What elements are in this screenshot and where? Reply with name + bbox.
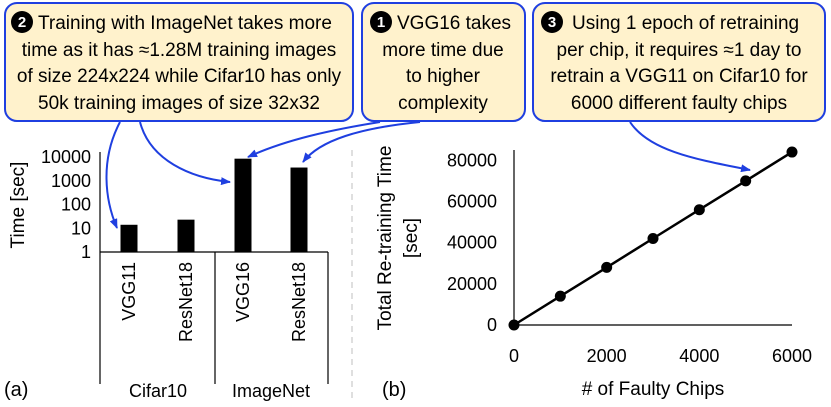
arrow-callout-3-line — [629, 121, 751, 173]
callout-3-line-3: retrain a VGG11 on Cifar10 for — [550, 66, 808, 87]
line-y-axis-title-1: Total Re-training Time — [375, 146, 396, 331]
bar-category-labels: VGG11 ResNet18 VGG16 ResNet18 — [119, 262, 309, 342]
panel-b-line-chart: 0 20000 40000 60000 80000 0 2000 4000 6000 Tota… — [375, 146, 812, 400]
bar-y-tick-label: 10 — [71, 218, 91, 238]
line-series — [508, 146, 798, 331]
line-x-tick-label: 4000 — [679, 346, 719, 366]
arrow-callout-1-resnet18 — [302, 121, 421, 163]
arrow-callout-2-cifar — [105, 121, 121, 229]
callout-1-line-4: complexity — [398, 93, 488, 114]
line-x-tick-label: 2000 — [587, 346, 627, 366]
line-y-tick-label: 80000 — [447, 150, 497, 170]
line-point-3 — [601, 261, 613, 273]
line-point-5 — [693, 204, 705, 216]
bar-y-tick-label: 1 — [81, 242, 91, 262]
bar-y-tick-label: 1000 — [51, 171, 91, 191]
group-label-cifar10: Cifar10 — [129, 381, 187, 401]
line-y-tick-label: 20000 — [447, 274, 497, 294]
panel-a-label: (a) — [4, 379, 28, 401]
callout-3-badge — [541, 11, 563, 33]
callout-3-number: 3 — [548, 14, 556, 31]
line-y-tick-label: 40000 — [447, 233, 497, 253]
callout-3-box — [532, 2, 826, 122]
bar-1 — [120, 224, 138, 252]
callout-2-line-3: of size 224x224 while Cifar10 has only — [17, 66, 342, 87]
callout-1-line-3: to higher — [406, 66, 481, 87]
line-point-6 — [740, 175, 752, 187]
callout-2-box — [4, 2, 354, 122]
callout-2-line-4: 50k training images of size 32x32 — [38, 93, 320, 114]
line-y-tick-label: 60000 — [447, 191, 497, 211]
bar-2 — [177, 219, 195, 252]
line-y-axis-title-2: [sec] — [401, 218, 422, 258]
callout-2-badge — [11, 11, 33, 33]
callout-2-line-1: Training with ImageNet takes more — [38, 13, 332, 34]
line-x-ticks: 0 2000 4000 6000 — [509, 346, 812, 366]
bar-y-axis-title: Time [sec] — [8, 162, 29, 249]
callout-1-line-2: more time due — [382, 40, 503, 61]
bar-3 — [234, 158, 252, 252]
callout-3: 3 Using 1 epoch of retraining per chip, … — [532, 2, 826, 122]
line-y-tick-label: 0 — [487, 315, 497, 335]
bar-category-label: VGG16 — [233, 262, 253, 322]
line-y-ticks: 0 20000 40000 60000 80000 — [447, 150, 497, 335]
callout-3-line-4: 6000 different faulty chips — [571, 93, 787, 114]
group-label-imagenet: ImageNet — [232, 381, 310, 401]
line-point-4 — [647, 233, 659, 245]
bar-y-tick-label: 10000 — [41, 147, 91, 167]
callout-2-line-2: time as it has ≈1.28M training images — [22, 40, 337, 61]
panel-b-label: (b) — [382, 379, 406, 401]
line-point-7 — [786, 146, 798, 158]
line-x-tick-label: 0 — [509, 346, 519, 366]
panel-a-bar-chart: 1 10 100 1000 10000 VGG11 ResNet18 VGG16 ResNet… — [8, 147, 329, 401]
callout-3-line-2: per chip, it requires ≈1 day to — [557, 40, 802, 61]
arrow-callout-1-vgg16 — [247, 121, 381, 158]
bar-category-label: ResNet18 — [176, 262, 196, 342]
callout-3-line-1: Using 1 epoch of retraining — [572, 13, 799, 34]
line-x-tick-label: 6000 — [772, 346, 812, 366]
callout-1-box — [361, 2, 526, 122]
bar-category-label: ResNet18 — [289, 262, 309, 342]
callout-1-line-1: VGG16 takes — [397, 13, 511, 34]
bar-marks — [120, 158, 308, 252]
line-point-2 — [554, 290, 566, 302]
bar-4 — [290, 167, 308, 252]
line-point-1 — [508, 319, 520, 331]
callout-2: 2 Training with ImageNet takes more time… — [4, 2, 354, 122]
bar-y-tick-label: 100 — [61, 195, 91, 215]
callout-1-badge — [370, 11, 392, 33]
callout-1: 1 VGG16 takes more time due to higher co… — [361, 2, 526, 122]
bar-y-ticks: 1 10 100 1000 10000 — [41, 147, 91, 262]
line-x-axis-title: # of Faulty Chips — [582, 379, 725, 400]
bar-category-label: VGG11 — [119, 262, 139, 321]
callout-2-number: 2 — [18, 14, 26, 31]
arrow-callout-2-imagenet — [139, 121, 231, 186]
callout-1-number: 1 — [377, 14, 385, 31]
